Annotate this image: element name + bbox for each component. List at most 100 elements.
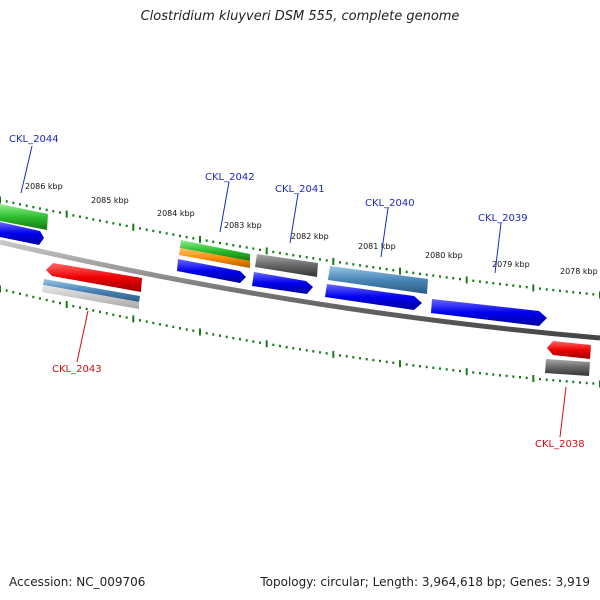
minor-tick xyxy=(519,376,521,379)
minor-tick xyxy=(59,211,61,214)
minor-tick xyxy=(565,380,568,383)
gene-label-ckl-2040[interactable]: CKL_2040 xyxy=(365,198,415,209)
minor-tick xyxy=(432,274,435,277)
minor-tick xyxy=(119,315,121,318)
leader-lines xyxy=(20,145,502,274)
minor-tick xyxy=(232,244,235,247)
minor-tick xyxy=(325,259,328,262)
minor-tick xyxy=(79,215,81,218)
minor-tick xyxy=(545,288,548,291)
minor-tick xyxy=(452,369,455,372)
minor-tick xyxy=(379,267,381,270)
gene-label-ckl-2042[interactable]: CKL_2042 xyxy=(205,172,255,183)
minor-tick xyxy=(285,252,288,256)
tick-label: 2078 kbp xyxy=(560,267,598,276)
minor-tick xyxy=(239,338,241,341)
gene-label-ckl-2039[interactable]: CKL_2039 xyxy=(478,213,528,224)
minor-tick xyxy=(392,269,395,272)
minor-tick xyxy=(359,357,361,360)
feature-ckl-2044[interactable] xyxy=(0,204,48,245)
feature-ckl-2039[interactable] xyxy=(431,299,547,326)
minor-tick xyxy=(145,228,148,231)
minor-tick xyxy=(32,295,35,299)
minor-tick xyxy=(272,250,275,254)
major-tick xyxy=(65,301,68,309)
minor-tick xyxy=(325,352,328,355)
feature-ckl-2043[interactable] xyxy=(42,263,142,309)
minor-tick xyxy=(292,254,295,257)
gene-label-ckl-2043[interactable]: CKL_2043 xyxy=(52,364,102,375)
minor-tick xyxy=(512,284,515,287)
minor-tick xyxy=(245,339,248,342)
major-tick xyxy=(0,285,1,293)
gene-label-ckl-2041[interactable]: CKL_2041 xyxy=(275,184,325,195)
map-title: Clostridium kluyveri DSM 555, complete g… xyxy=(140,9,460,24)
minor-tick xyxy=(99,219,101,222)
minor-tick xyxy=(92,218,95,221)
minor-tick xyxy=(92,309,95,312)
minor-tick xyxy=(439,367,441,370)
minor-tick xyxy=(179,327,181,330)
feature-ckl-2042[interactable] xyxy=(177,240,250,283)
minor-tick xyxy=(225,242,228,246)
upper-tick-track xyxy=(0,196,600,299)
minor-tick xyxy=(445,276,448,279)
minor-tick xyxy=(572,291,575,294)
minor-tick xyxy=(85,216,88,220)
minor-tick xyxy=(292,347,295,350)
tick-label: 2082 kbp xyxy=(291,232,329,241)
minor-tick xyxy=(385,268,388,271)
tick-label: 2085 kbp xyxy=(91,196,129,205)
minor-tick xyxy=(492,282,495,285)
major-tick xyxy=(199,328,201,336)
feature-ckl-2038[interactable] xyxy=(545,341,591,376)
minor-tick xyxy=(112,222,115,225)
minor-tick xyxy=(525,376,528,380)
major-tick xyxy=(399,267,401,275)
minor-tick xyxy=(479,372,481,375)
minor-tick xyxy=(165,232,168,235)
minor-tick xyxy=(405,270,408,274)
minor-tick xyxy=(119,223,121,226)
minor-tick xyxy=(12,291,15,294)
minor-tick xyxy=(372,358,375,362)
minor-tick xyxy=(239,245,241,248)
minor-tick xyxy=(505,374,508,378)
minor-tick xyxy=(45,298,48,302)
feature-ckl-2040[interactable] xyxy=(325,266,428,310)
feature-ckl-2041[interactable] xyxy=(252,254,318,294)
minor-tick xyxy=(585,292,588,295)
major-tick xyxy=(0,196,1,204)
minor-tick xyxy=(319,351,321,354)
lower-tick-track xyxy=(0,285,600,388)
minor-tick xyxy=(159,231,161,234)
major-tick xyxy=(532,375,535,382)
minor-tick xyxy=(185,235,188,239)
minor-tick xyxy=(319,258,321,261)
minor-tick xyxy=(192,329,195,332)
major-tick xyxy=(132,223,135,231)
minor-tick xyxy=(79,306,81,309)
gene-label-ckl-2038[interactable]: CKL_2038 xyxy=(535,439,585,450)
minor-tick xyxy=(359,264,361,267)
major-tick xyxy=(465,368,468,376)
minor-tick xyxy=(72,304,75,308)
minor-tick xyxy=(305,256,308,259)
tick-label: 2084 kbp xyxy=(157,209,195,218)
minor-tick xyxy=(279,251,281,255)
minor-tick xyxy=(492,373,495,376)
minor-tick xyxy=(159,323,161,326)
minor-tick xyxy=(539,287,541,290)
minor-tick xyxy=(405,363,408,366)
minor-tick xyxy=(432,366,435,369)
minor-tick xyxy=(579,291,581,295)
minor-tick xyxy=(565,290,568,293)
minor-tick xyxy=(125,316,128,319)
minor-tick xyxy=(479,280,481,283)
minor-tick xyxy=(572,380,575,384)
major-tick xyxy=(199,235,201,243)
leader-lines-reverse xyxy=(76,310,567,438)
gene-label-ckl-2044[interactable]: CKL_2044 xyxy=(9,134,59,145)
minor-tick xyxy=(139,227,141,230)
